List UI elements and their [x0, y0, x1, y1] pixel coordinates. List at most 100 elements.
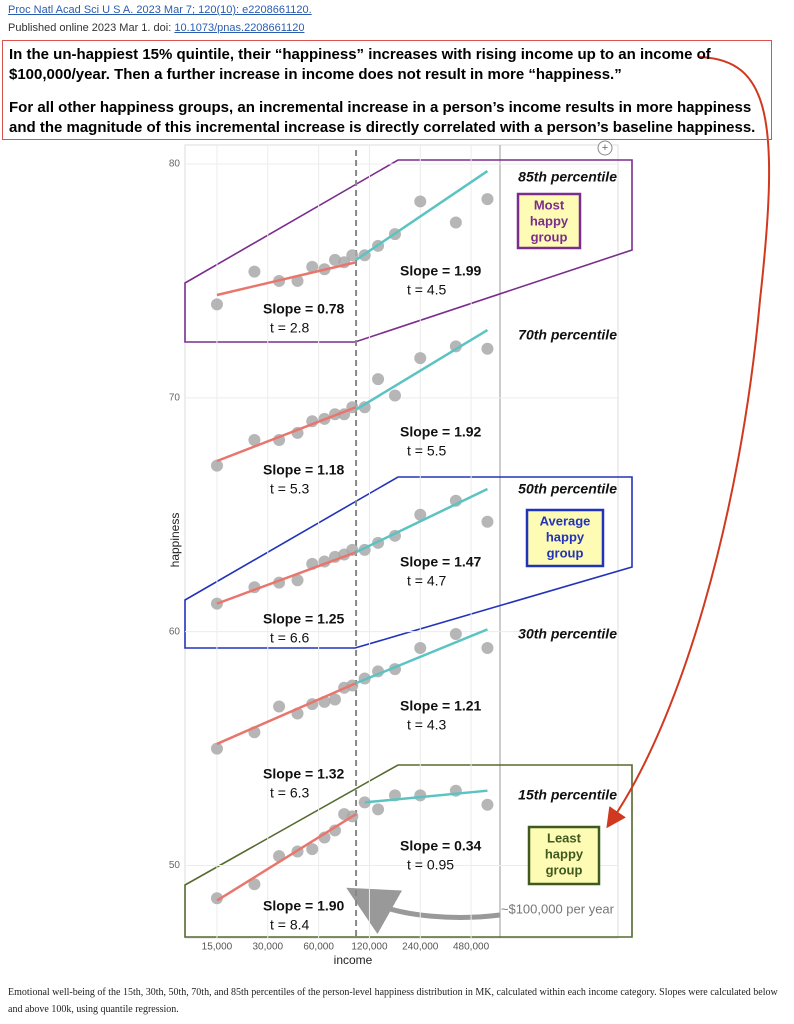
fit-line — [364, 789, 488, 804]
note-paragraph: For all other happiness groups, an incre… — [9, 99, 756, 136]
data-point — [273, 700, 286, 713]
data-point — [358, 401, 371, 414]
y-tick-label: 60 — [169, 626, 181, 637]
slope-label: Slope = 1.92 — [400, 424, 482, 440]
t-label: t = 2.8 — [270, 320, 310, 336]
t-label: t = 4.5 — [407, 282, 447, 298]
zoom-icon[interactable] — [597, 140, 613, 156]
group-box-text: group — [531, 229, 568, 244]
group-box-text: happy — [530, 213, 569, 228]
x-tick-label: 30,000 — [252, 942, 283, 953]
data-point — [306, 843, 319, 856]
data-point — [414, 195, 427, 208]
x-tick-label: 480,000 — [453, 942, 490, 953]
fit-line — [216, 406, 357, 463]
fit-line — [216, 813, 357, 902]
t-label: t = 8.4 — [270, 917, 310, 933]
slope-label: Slope = 1.99 — [400, 263, 482, 279]
y-axis-title: happiness — [168, 513, 182, 568]
fit-line — [355, 170, 489, 261]
group-box — [527, 825, 601, 886]
threshold-arrow — [346, 887, 501, 935]
x-tick-label: 120,000 — [351, 942, 388, 953]
data-point — [481, 342, 494, 355]
data-point — [210, 892, 223, 905]
group-box-text: group — [546, 862, 583, 877]
data-point — [328, 693, 341, 706]
data-point — [481, 193, 494, 206]
fit-line — [355, 628, 488, 685]
data-point — [414, 789, 427, 802]
data-point — [372, 803, 385, 816]
t-label: t = 0.95 — [407, 857, 454, 873]
series-label: 30th percentile — [518, 626, 617, 642]
group-outline — [184, 476, 633, 649]
series-label: 50th percentile — [518, 481, 617, 497]
x-tick-label: 240,000 — [402, 942, 439, 953]
note-paragraph: In the un-happiest 15% quintile, their “… — [9, 46, 711, 83]
data-point — [414, 642, 427, 655]
fit-line — [216, 551, 357, 605]
group-box-text: Most — [534, 197, 565, 212]
data-point — [210, 742, 223, 755]
group-box — [516, 192, 582, 250]
data-point — [291, 574, 304, 587]
t-label: t = 5.3 — [270, 481, 310, 497]
data-point — [328, 253, 341, 266]
data-point — [372, 373, 385, 386]
threshold-label: ~$100,000 per year — [501, 901, 615, 916]
data-point — [210, 459, 223, 472]
fit-line — [216, 681, 357, 746]
series-label: 70th percentile — [518, 327, 617, 343]
slope-label: Slope = 0.78 — [263, 301, 345, 317]
x-tick-label: 60,000 — [303, 942, 334, 953]
data-point — [481, 642, 494, 655]
group-outline — [184, 159, 633, 343]
zoom-icon-plus[interactable]: + — [602, 142, 608, 154]
pointer-arrow — [606, 56, 771, 829]
data-point — [248, 878, 261, 891]
data-point — [248, 265, 261, 278]
y-tick-label: 70 — [169, 392, 181, 403]
data-point — [248, 433, 261, 446]
data-point — [449, 340, 462, 353]
data-point — [481, 798, 494, 811]
data-point — [346, 249, 359, 262]
published: Published online 2023 Mar 1. doi: 10.107… — [8, 22, 304, 34]
group-box-text: happy — [546, 529, 585, 544]
x-tick-label: 15,000 — [202, 942, 233, 953]
data-point — [210, 298, 223, 311]
published-text: Published online 2023 Mar 1. doi: — [8, 22, 175, 34]
fit-line — [355, 328, 489, 411]
data-point — [414, 352, 427, 365]
slope-label: Slope = 1.47 — [400, 554, 482, 570]
y-tick-label: 80 — [169, 159, 181, 170]
data-point — [481, 515, 494, 528]
y-tick-label: 50 — [169, 860, 181, 871]
group-outline — [184, 764, 633, 938]
data-point — [449, 628, 462, 641]
data-point — [328, 824, 341, 837]
citation[interactable]: Proc Natl Acad Sci U S A. 2023 Mar 7; 12… — [8, 4, 312, 16]
slope-label: Slope = 1.25 — [263, 611, 345, 627]
data-point — [414, 508, 427, 521]
t-label: t = 6.6 — [270, 630, 310, 646]
t-label: t = 6.3 — [270, 785, 310, 801]
group-box-text: Average — [540, 513, 591, 528]
doi-link[interactable]: 10.1073/pnas.2208661120 — [174, 22, 305, 34]
series-label: 15th percentile — [518, 787, 617, 803]
slope-label: Slope = 1.18 — [263, 462, 345, 478]
caption: Emotional well-being of the 15th, 30th, … — [8, 987, 778, 1015]
t-label: t = 5.5 — [407, 443, 447, 459]
slope-label: Slope = 0.34 — [400, 838, 482, 854]
note-box: In the un-happiest 15% quintile, their “… — [2, 40, 772, 140]
group-box-text: Least — [547, 830, 582, 845]
series-label: 85th percentile — [518, 169, 617, 185]
group-box-text: group — [547, 545, 584, 560]
fit-line — [355, 487, 488, 554]
fit-line — [216, 261, 357, 297]
t-label: t = 4.7 — [407, 573, 447, 589]
slope-label: Slope = 1.32 — [263, 766, 345, 782]
